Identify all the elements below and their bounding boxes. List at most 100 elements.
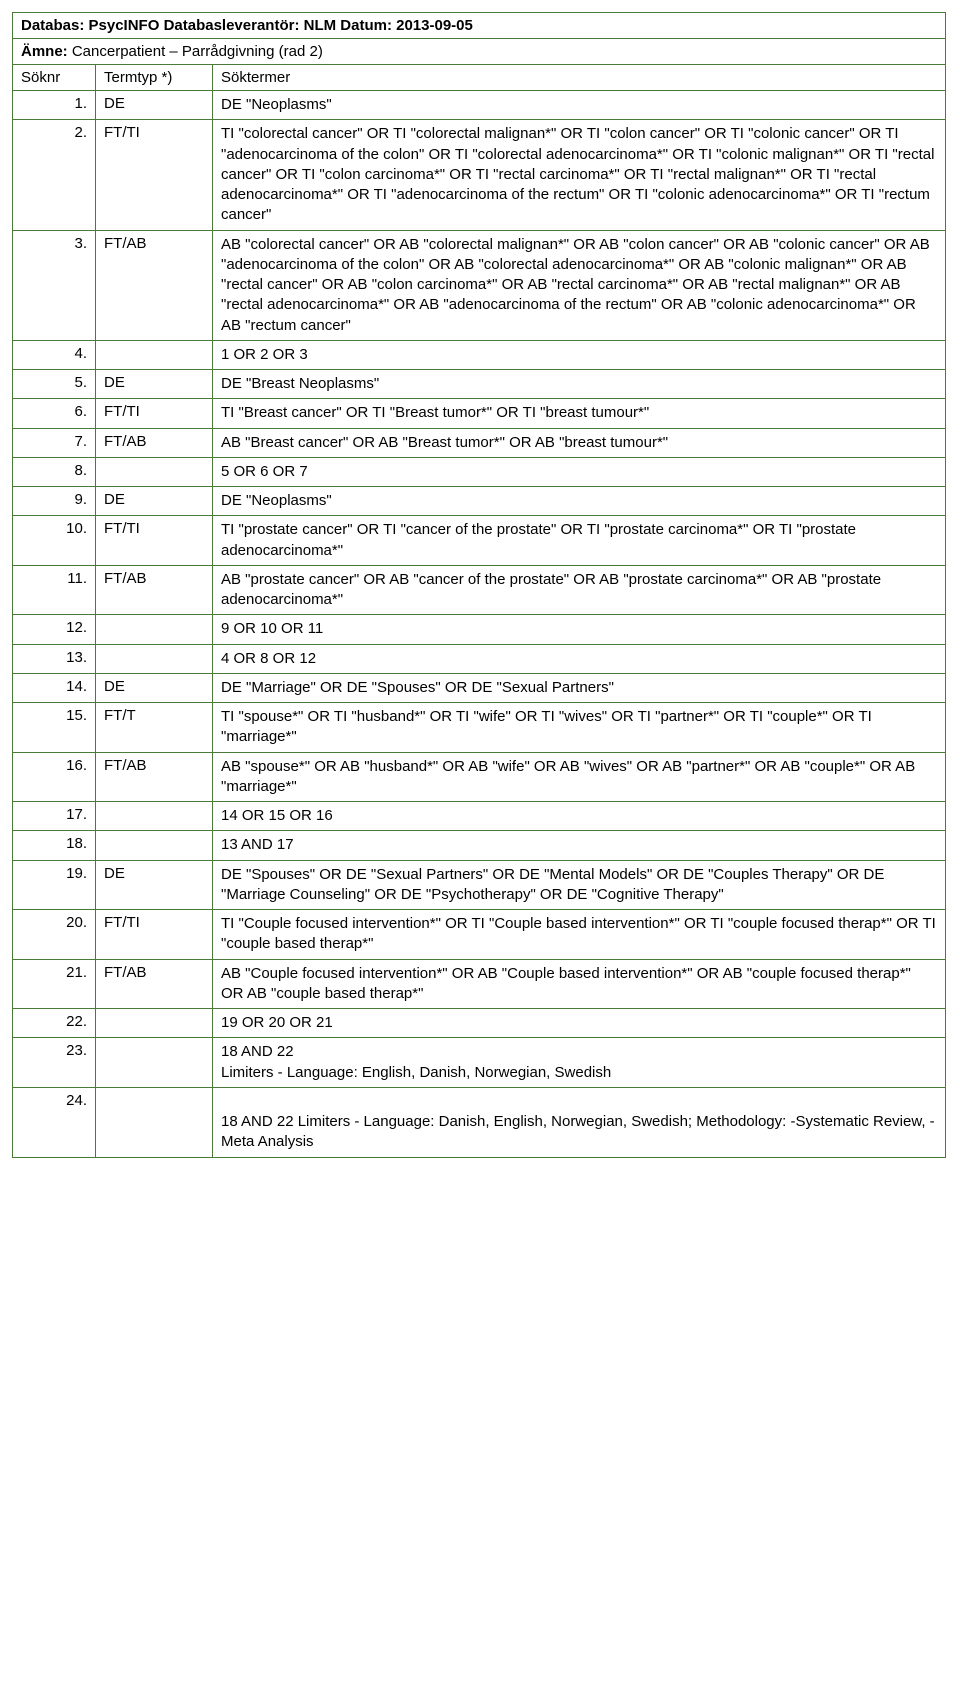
date-value: 2013-09-05 — [392, 17, 473, 34]
row-number: 23. — [13, 1038, 96, 1087]
table-row: 9.DEDE "Neoplasms" — [13, 487, 945, 516]
table-row: 18. 13 AND 17 — [13, 831, 945, 860]
row-searchterms: DE "Marriage" OR DE "Spouses" OR DE "Sex… — [213, 674, 945, 702]
row-termtype: DE — [96, 370, 213, 398]
row-termtype — [96, 341, 213, 369]
row-termtype — [96, 1009, 213, 1037]
row-termtype — [96, 645, 213, 673]
header-line-2: Ämne: Cancerpatient – Parrådgivning (rad… — [13, 39, 945, 65]
subject-label: Ämne: — [21, 43, 68, 60]
row-searchterms: AB "Breast cancer" OR AB "Breast tumor*"… — [213, 429, 945, 457]
row-termtype: FT/TI — [96, 399, 213, 427]
row-number: 14. — [13, 674, 96, 702]
row-searchterms: DE "Neoplasms" — [213, 487, 945, 515]
row-termtype: DE — [96, 91, 213, 119]
table-row: 11.FT/ABAB "prostate cancer" OR AB "canc… — [13, 566, 945, 616]
row-searchterms: AB "Couple focused intervention*" OR AB … — [213, 960, 945, 1009]
row-searchterms: 5 OR 6 OR 7 — [213, 458, 945, 486]
table-row: 16.FT/ABAB "spouse*" OR AB "husband*" OR… — [13, 753, 945, 803]
table-row: 23. 18 AND 22 Limiters - Language: Englis… — [13, 1038, 945, 1088]
row-searchterms: AB "prostate cancer" OR AB "cancer of th… — [213, 566, 945, 615]
table-row: 8.5 OR 6 OR 7 — [13, 458, 945, 487]
row-termtype: DE — [96, 861, 213, 910]
table-row: 14.DEDE "Marriage" OR DE "Spouses" OR DE… — [13, 674, 945, 703]
row-searchterms: TI "Couple focused intervention*" OR TI … — [213, 910, 945, 959]
row-number: 24. — [13, 1088, 96, 1157]
table-row: 13. 4 OR 8 OR 12 — [13, 645, 945, 674]
table-row: 6.FT/TITI "Breast cancer" OR TI "Breast … — [13, 399, 945, 428]
date-label: Datum: — [340, 17, 392, 34]
search-strategy-table: Databas: PsycINFO Databasleverantör: NLM… — [12, 12, 946, 1158]
row-number: 13. — [13, 645, 96, 673]
row-searchterms: 18 AND 22 Limiters - Language: English, … — [213, 1038, 945, 1087]
row-number: 11. — [13, 566, 96, 615]
row-searchterms: TI "prostate cancer" OR TI "cancer of th… — [213, 516, 945, 565]
col-soknr: Söknr — [13, 65, 96, 90]
row-number: 6. — [13, 399, 96, 427]
row-searchterms: 9 OR 10 OR 11 — [213, 615, 945, 643]
row-searchterms: DE "Neoplasms" — [213, 91, 945, 119]
table-row: 4.1 OR 2 OR 3 — [13, 341, 945, 370]
row-number: 1. — [13, 91, 96, 119]
provider-value: NLM — [299, 17, 340, 34]
row-searchterms: AB "spouse*" OR AB "husband*" OR AB "wif… — [213, 753, 945, 802]
table-row: 24. 18 AND 22 Limiters - Language: Danis… — [13, 1088, 945, 1157]
row-number: 7. — [13, 429, 96, 457]
row-termtype: FT/AB — [96, 231, 213, 340]
row-termtype: FT/TI — [96, 120, 213, 229]
row-termtype: FT/AB — [96, 429, 213, 457]
row-termtype — [96, 831, 213, 859]
table-row: 5.DEDE "Breast Neoplasms" — [13, 370, 945, 399]
row-searchterms: DE "Breast Neoplasms" — [213, 370, 945, 398]
subject-value: Cancerpatient – Parrådgivning (rad 2) — [68, 43, 323, 60]
row-number: 3. — [13, 231, 96, 340]
row-searchterms: DE "Spouses" OR DE "Sexual Partners" OR … — [213, 861, 945, 910]
db-value: PsycINFO — [84, 17, 163, 34]
row-termtype — [96, 458, 213, 486]
row-termtype: FT/AB — [96, 566, 213, 615]
row-searchterms: 19 OR 20 OR 21 — [213, 1009, 945, 1037]
row-number: 20. — [13, 910, 96, 959]
provider-label: Databasleverantör: — [164, 17, 300, 34]
row-termtype: DE — [96, 674, 213, 702]
row-searchterms: TI "Breast cancer" OR TI "Breast tumor*"… — [213, 399, 945, 427]
row-searchterms: 13 AND 17 — [213, 831, 945, 859]
row-termtype: FT/AB — [96, 960, 213, 1009]
table-row: 2.FT/TITI "colorectal cancer" OR TI "col… — [13, 120, 945, 230]
row-number: 10. — [13, 516, 96, 565]
table-row: 15.FT/TTI "spouse*" OR TI "husband*" OR … — [13, 703, 945, 753]
table-row: 12.9 OR 10 OR 11 — [13, 615, 945, 644]
row-number: 5. — [13, 370, 96, 398]
row-termtype: DE — [96, 487, 213, 515]
row-searchterms: 4 OR 8 OR 12 — [213, 645, 945, 673]
db-label: Databas: — [21, 17, 84, 34]
row-searchterms: TI "spouse*" OR TI "husband*" OR TI "wif… — [213, 703, 945, 752]
row-searchterms: AB "colorectal cancer" OR AB "colorectal… — [213, 231, 945, 340]
row-termtype: FT/TI — [96, 910, 213, 959]
column-header-row: Söknr Termtyp *) Söktermer — [13, 65, 945, 91]
row-number: 16. — [13, 753, 96, 802]
table-row: 21.FT/ABAB "Couple focused intervention*… — [13, 960, 945, 1010]
table-row: 7.FT/ABAB "Breast cancer" OR AB "Breast … — [13, 429, 945, 458]
row-number: 9. — [13, 487, 96, 515]
row-number: 18. — [13, 831, 96, 859]
row-searchterms: 18 AND 22 Limiters - Language: Danish, E… — [213, 1088, 945, 1157]
row-number: 21. — [13, 960, 96, 1009]
row-searchterms: 1 OR 2 OR 3 — [213, 341, 945, 369]
table-row: 19.DEDE "Spouses" OR DE "Sexual Partners… — [13, 861, 945, 911]
table-row: 3.FT/ABAB "colorectal cancer" OR AB "col… — [13, 231, 945, 341]
row-searchterms: TI "colorectal cancer" OR TI "colorectal… — [213, 120, 945, 229]
row-number: 17. — [13, 802, 96, 830]
table-row: 17.14 OR 15 OR 16 — [13, 802, 945, 831]
row-number: 15. — [13, 703, 96, 752]
row-number: 22. — [13, 1009, 96, 1037]
row-termtype — [96, 802, 213, 830]
row-termtype — [96, 1088, 213, 1157]
header-line-1: Databas: PsycINFO Databasleverantör: NLM… — [13, 13, 945, 39]
row-termtype: FT/TI — [96, 516, 213, 565]
col-termtyp: Termtyp *) — [96, 65, 213, 90]
table-row: 10.FT/TITI "prostate cancer" OR TI "canc… — [13, 516, 945, 566]
row-termtype: FT/T — [96, 703, 213, 752]
table-row: 1.DEDE "Neoplasms" — [13, 91, 945, 120]
row-termtype: FT/AB — [96, 753, 213, 802]
